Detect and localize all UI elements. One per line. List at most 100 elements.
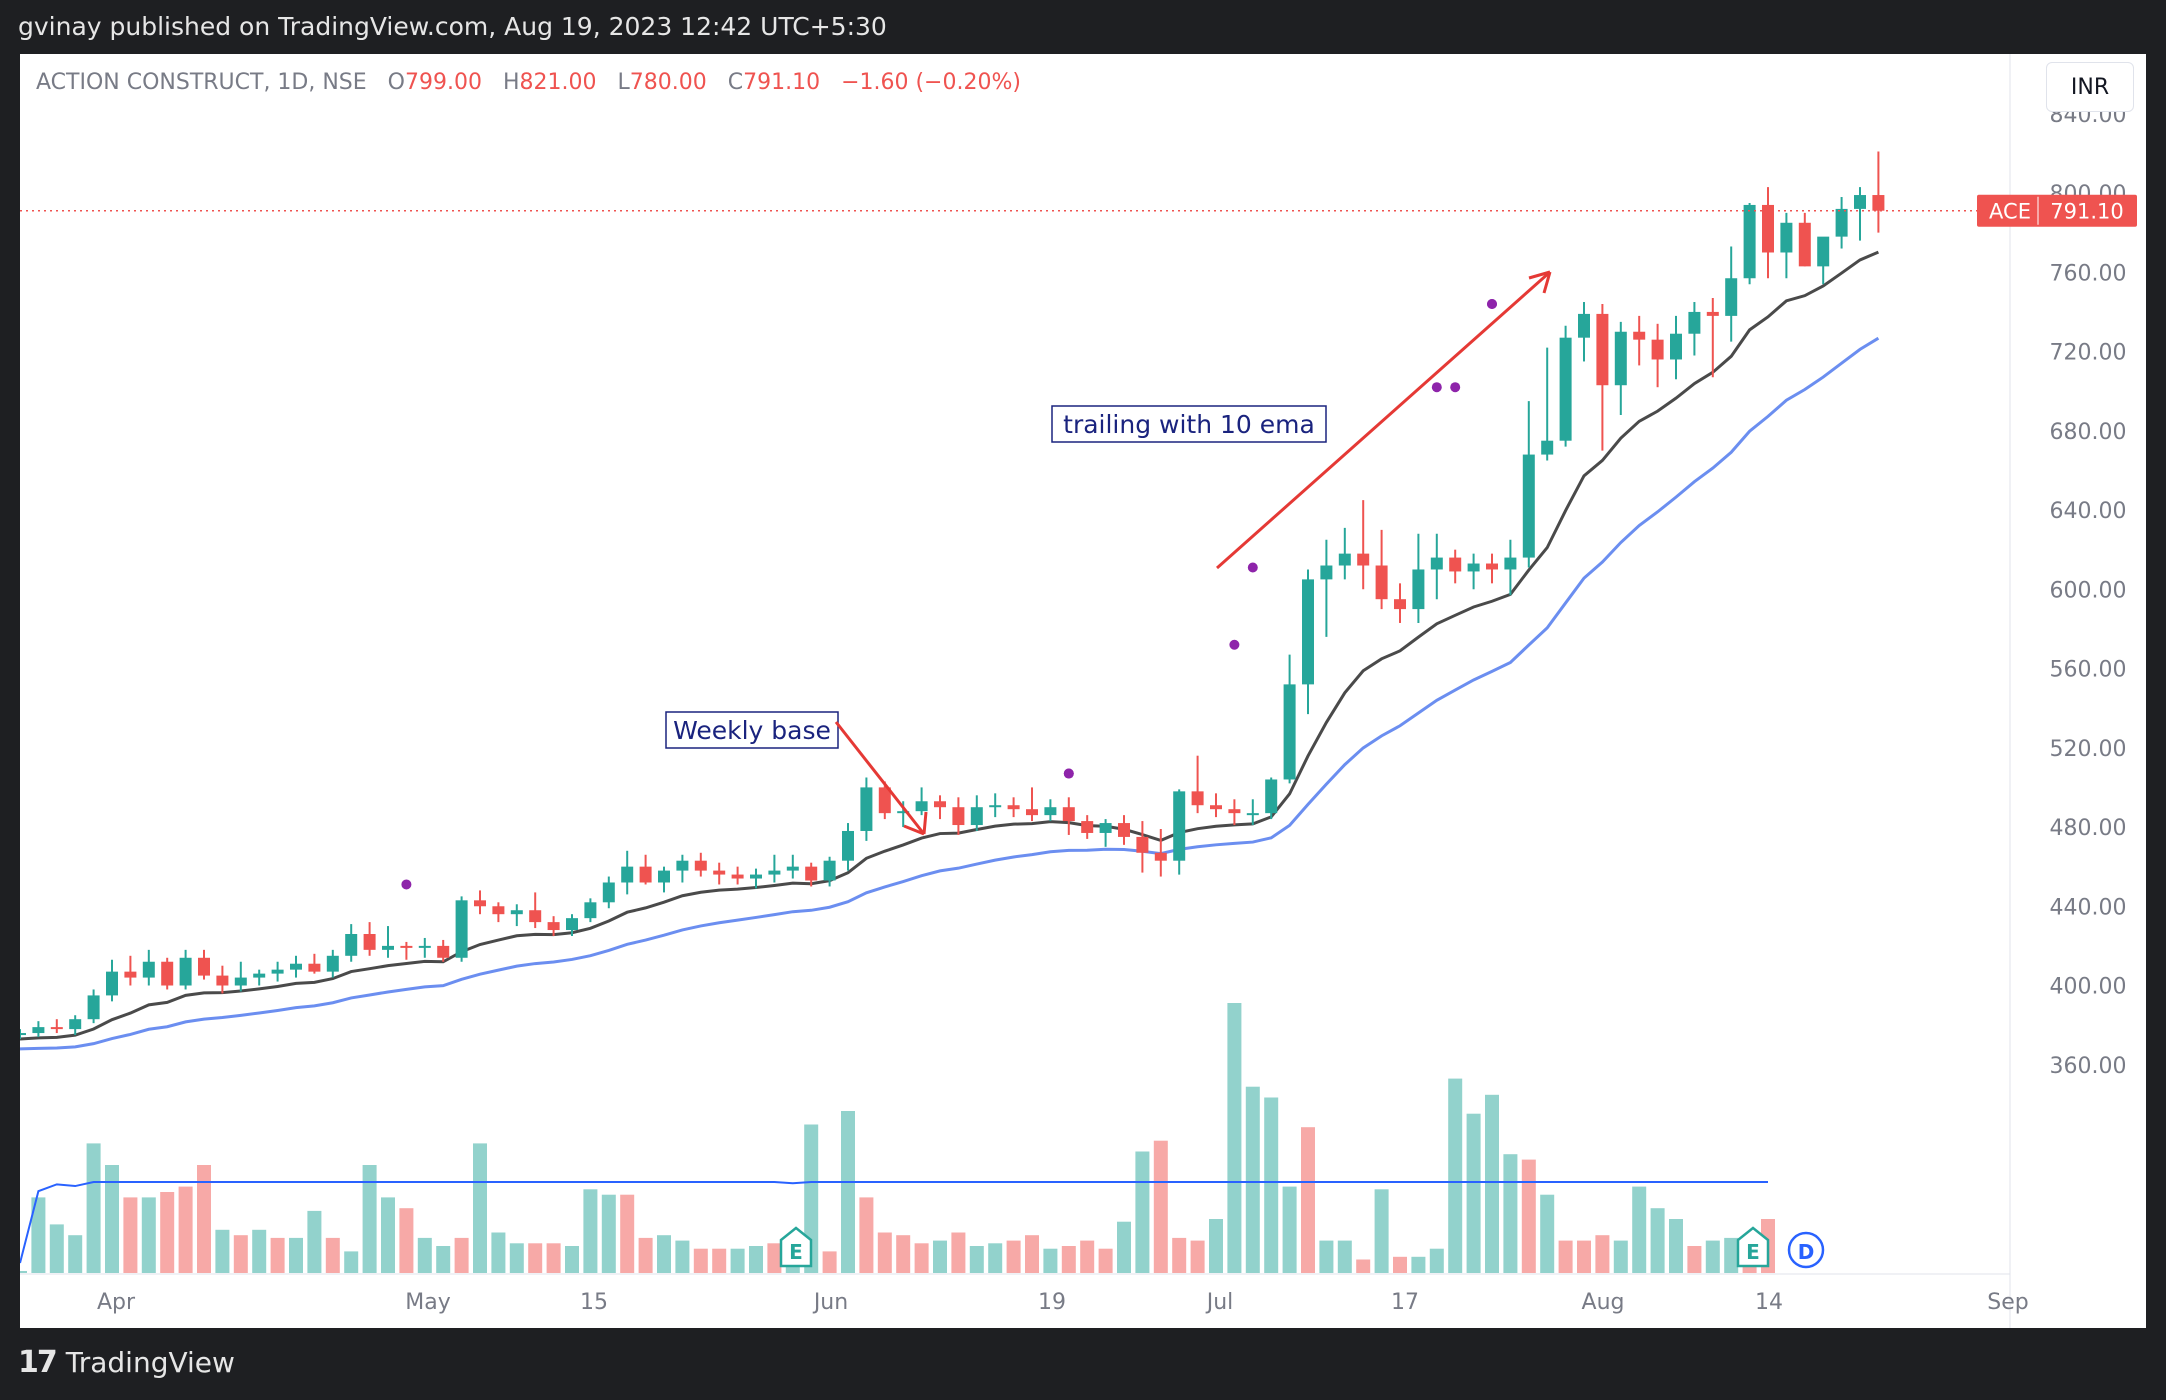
candle-body [878,787,891,814]
candle-body [1430,557,1443,570]
x-tick-label: Apr [97,1290,136,1315]
candle-body [915,801,928,812]
volume-bar [1025,1235,1039,1273]
candle-body [179,957,192,986]
volume-ma-line [20,1181,1768,1264]
chart-panel[interactable]: 840.00 800.00 760.00 720.00 680.00 640.00 600.… [20,54,2146,1328]
volume-bar [509,1243,524,1273]
candle-body [455,900,468,958]
volume-bar [1264,1097,1279,1273]
candle-body [1596,313,1609,386]
candle-body [658,870,670,883]
candle-body [1099,823,1112,833]
candle-body [1688,311,1701,334]
candle-body [1191,791,1204,806]
candle-body [1504,557,1517,570]
volume-bar [49,1224,64,1273]
low-label: L [617,70,630,95]
volume-bar [1209,1219,1223,1273]
candle-body [1467,563,1480,572]
candle-body [805,866,818,881]
annotation-arrowhead [903,811,928,836]
candle-body [1798,222,1811,267]
price-tag-value: 791.10 [2050,200,2123,224]
candle-body [1062,807,1075,822]
signal-dot [1229,639,1240,650]
publisher-caption: gvinay published on TradingView.com, Aug… [18,12,887,41]
candle-body [860,787,873,831]
volume-bar [1098,1248,1113,1273]
candle-body [20,1033,26,1036]
volume-bar [1613,1240,1628,1273]
y-tick-label: 760.00 [2050,261,2127,286]
candle-body [492,906,505,915]
volume-bar [473,1143,487,1273]
signal-dot [1247,562,1258,573]
volume-bar [436,1246,451,1273]
volume-bar [1558,1240,1573,1273]
tradingview-logo[interactable]: 17 TradingView [18,1345,235,1380]
candle-body [1817,236,1830,267]
candle-body [234,977,247,986]
candle-body [1210,805,1222,810]
ema-10-line [20,250,1879,1041]
volume-bar [1632,1186,1647,1273]
candle-body [1633,331,1646,340]
volume-bar [1006,1240,1021,1273]
candle-body [69,1019,82,1030]
volume-bar [877,1232,892,1273]
volume-bar [1429,1248,1444,1273]
volume-bar [68,1235,83,1273]
candle-body [345,934,358,956]
candle-body [1486,563,1498,570]
volume-bar [675,1240,690,1273]
volume-bar [1080,1240,1095,1273]
candle-body [198,957,210,976]
volume-bar [1595,1235,1610,1273]
candle-body [768,870,781,875]
volume-bar [914,1243,929,1273]
close-label: C [727,70,744,95]
price-chart[interactable]: 840.00800.00760.00720.00680.00640.00600.… [20,54,2146,1328]
candle-body [584,902,597,919]
volume-bar [638,1237,653,1273]
volume-bar [1135,1151,1150,1273]
candle-body [639,866,652,883]
candle-body [694,860,707,871]
candle-body [308,963,321,972]
volume-bar [767,1243,782,1273]
x-tick-label: 17 [1391,1290,1419,1315]
candle-body [1651,339,1664,360]
y-tick-label: 360.00 [2050,1054,2127,1079]
volume-bar [160,1192,175,1273]
volume-bar [215,1229,230,1273]
volume-bar [1503,1154,1518,1273]
x-tick-label: May [405,1290,450,1315]
ohlc-legend: ACTION CONSTRUCT, 1D, NSE O799.00 H821.0… [36,70,1021,95]
y-tick-label: 720.00 [2050,341,2127,366]
volume-bar [1153,1140,1168,1273]
candle-body [1320,565,1333,580]
volume-bar [1393,1256,1407,1273]
volume-bar [325,1237,340,1273]
volume-bar [197,1165,211,1273]
candle-body [823,860,836,881]
signal-dot [401,879,412,890]
open-value: 799.00 [405,70,482,95]
volume-bar [1705,1240,1720,1273]
volume-bar [123,1197,138,1273]
candle-body [1118,823,1130,837]
annotation-box [665,711,839,749]
candle-body [1762,204,1774,253]
volume-bar [1282,1186,1297,1273]
y-tick-label: 520.00 [2050,737,2127,762]
currency-button[interactable]: INR [2046,62,2134,112]
candle-body [1854,195,1866,209]
candle-body [106,971,118,996]
candle-body [529,910,542,923]
candle-body [1872,195,1885,211]
tradingview-logo-icon: 17 [18,1345,58,1380]
symbol-label: ACTION CONSTRUCT, 1D, NSE [36,70,367,95]
volume-bar [730,1248,745,1273]
candle-body [1081,821,1094,833]
